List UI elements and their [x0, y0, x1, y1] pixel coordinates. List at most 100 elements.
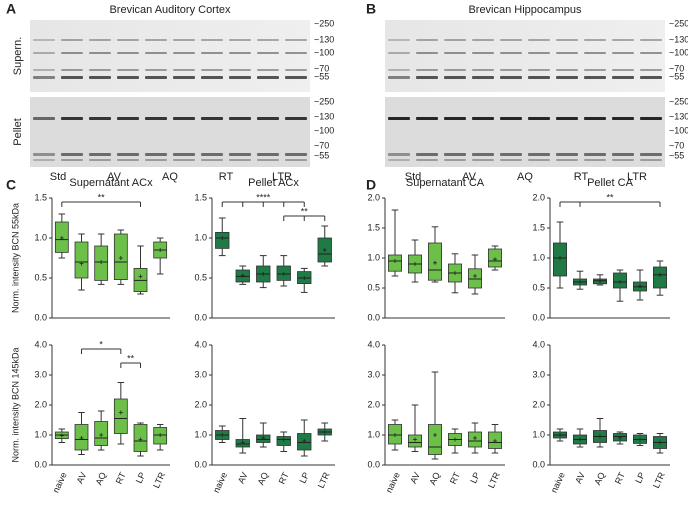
blot-title: Brevican Hippocampus [468, 4, 582, 16]
blot-band [584, 117, 606, 120]
significance-label: ** [127, 353, 135, 363]
mean-marker [99, 433, 104, 437]
x-tick-label: RT [448, 470, 462, 485]
blot-band [444, 39, 466, 41]
y-tick-label: 2.0 [532, 192, 545, 202]
mean-marker [598, 434, 602, 439]
lane-label: Std [405, 171, 422, 183]
mean-marker [79, 261, 84, 266]
blot-band [257, 117, 279, 120]
blot-band [472, 52, 494, 54]
y-tick-label: 1.0 [34, 232, 47, 242]
blot-band [612, 69, 634, 71]
x-tick-label: LP [134, 471, 148, 485]
lane-label: RT [219, 171, 234, 183]
box [74, 241, 89, 279]
blot-band [612, 153, 634, 156]
x-tick-label: LP [297, 471, 311, 485]
y-tick-label: 0.0 [532, 312, 545, 322]
y-tick-label: 0.0 [367, 312, 380, 322]
x-tick-label: naive [211, 471, 229, 495]
blot-band [61, 76, 83, 79]
mean-marker [493, 257, 497, 262]
y-tick-label: 0.0 [194, 312, 207, 322]
mean-marker [261, 436, 266, 440]
mean-marker [281, 272, 286, 276]
blot-band [528, 117, 550, 120]
chart-title: Supernatant ACx [69, 177, 153, 189]
lane-label: AQ [162, 171, 178, 183]
panel-letter: D [366, 177, 376, 193]
marker-label: ~130 [314, 111, 334, 121]
blot-band [89, 52, 111, 54]
marker-label: ~55 [314, 71, 329, 81]
blot-band [444, 117, 466, 120]
blot-band [33, 39, 55, 41]
blot-band [117, 76, 139, 79]
marker-label: ~70 [669, 140, 684, 150]
blot-band [285, 69, 307, 71]
y-tick-label: 3.0 [34, 369, 47, 379]
mean-marker [302, 276, 307, 280]
y-tick-label: 2.0 [34, 399, 47, 409]
blot-band [416, 117, 438, 120]
blot-band [472, 76, 494, 79]
x-tick-label: LTR [486, 470, 502, 489]
blot-band [173, 153, 195, 156]
x-tick-label: AV [408, 471, 422, 486]
y-tick-label: 4.0 [194, 339, 207, 349]
blot-band [173, 39, 195, 41]
blot-band [472, 117, 494, 120]
blot-band [528, 153, 550, 156]
blot-band [556, 69, 578, 71]
marker-label: ~70 [314, 140, 329, 150]
blot-title: Brevican Auditory Cortex [109, 4, 231, 16]
y-tick-label: 0.0 [34, 312, 47, 322]
blot-band [229, 117, 251, 120]
blot-band [61, 159, 83, 161]
blot-band [500, 52, 522, 54]
x-tick-label: AQ [256, 471, 271, 487]
blot-band [444, 69, 466, 71]
blot-band [257, 159, 279, 161]
marker-label: ~55 [669, 150, 684, 160]
blot-band [416, 159, 438, 161]
y-tick-label: 1.5 [194, 192, 207, 202]
blot-band [388, 69, 410, 71]
blot-band [173, 76, 195, 79]
mean-marker [658, 440, 662, 445]
blot-band [257, 52, 279, 54]
mean-marker [473, 436, 477, 440]
mean-marker [281, 437, 286, 442]
x-tick-label: AQ [427, 471, 442, 487]
marker-label: ~130 [669, 34, 688, 44]
blot-band [556, 117, 578, 120]
y-axis-label: Norm. intensity BCN 145kDa [10, 347, 20, 462]
blot-band [201, 159, 223, 161]
mean-marker [453, 271, 457, 275]
blot-band [612, 117, 634, 120]
marker-label: ~70 [314, 63, 329, 73]
mean-marker [240, 273, 245, 278]
blot-band [89, 117, 111, 120]
blot-band [500, 76, 522, 79]
blot-band [33, 52, 55, 54]
significance-label: * [99, 339, 103, 349]
blot-band [500, 39, 522, 41]
x-tick-label: LTR [316, 470, 332, 489]
y-tick-label: 1.5 [34, 192, 47, 202]
x-tick-label: LTR [151, 470, 167, 489]
y-tick-label: 1.0 [367, 429, 380, 439]
marker-label: ~55 [314, 150, 329, 160]
chart-title: Pellet ACx [248, 177, 299, 189]
blot-band [229, 159, 251, 161]
blot-background [30, 20, 310, 92]
marker-label: ~100 [314, 125, 334, 135]
blot-band [61, 153, 83, 156]
blot-band [416, 39, 438, 41]
y-tick-label: 1.0 [194, 232, 207, 242]
blot-band [584, 153, 606, 156]
mean-marker [578, 280, 582, 284]
lane-label: RT [574, 171, 589, 183]
y-tick-label: 2.0 [367, 192, 380, 202]
